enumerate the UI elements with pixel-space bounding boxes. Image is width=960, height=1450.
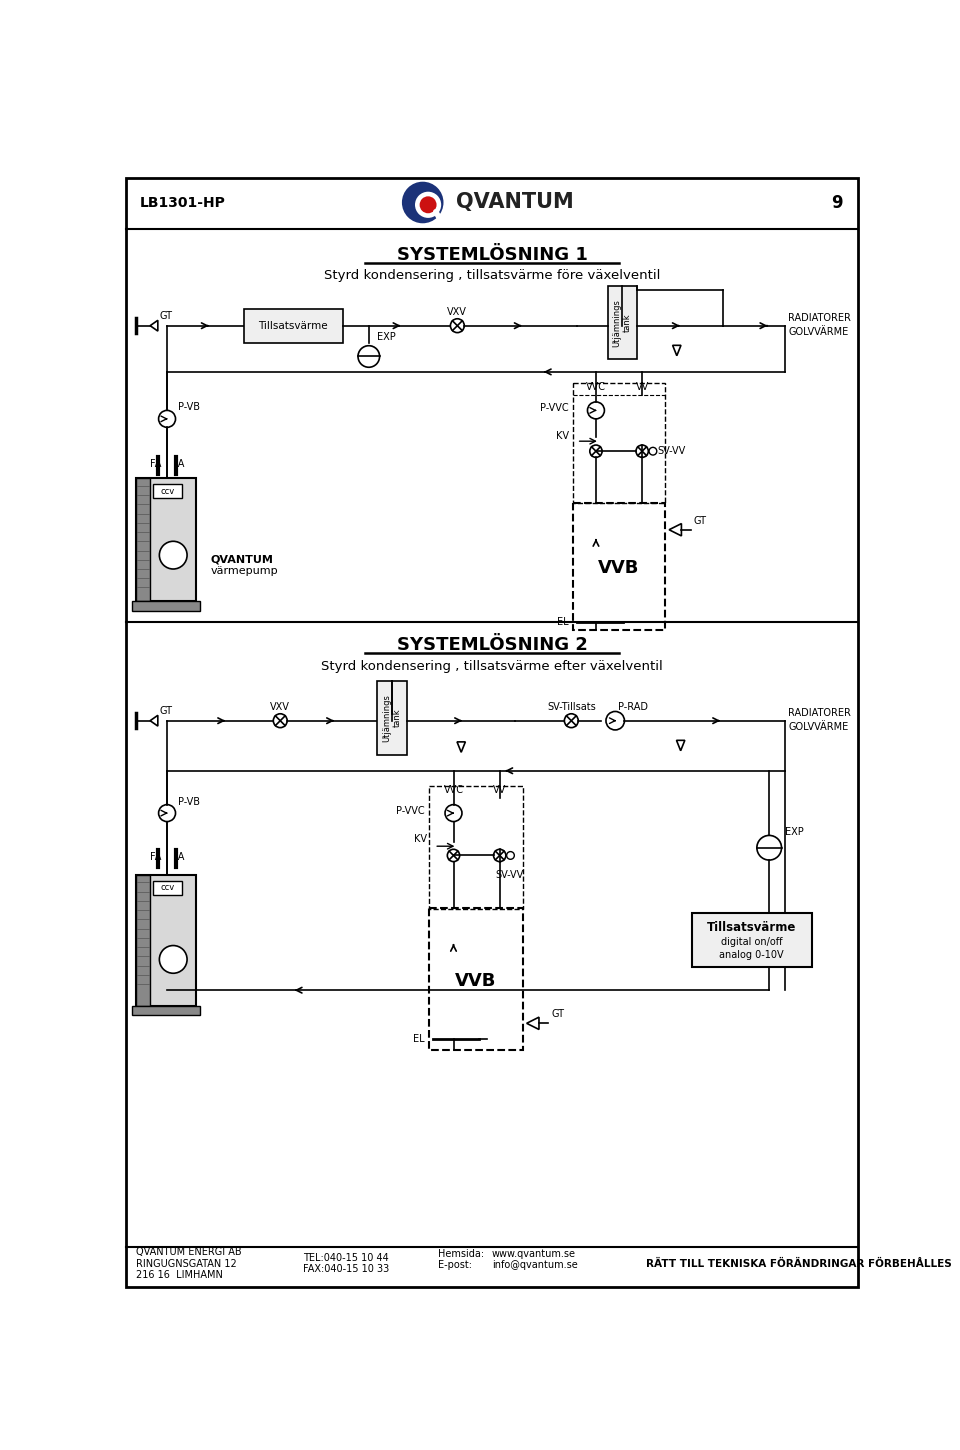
Circle shape — [649, 448, 657, 455]
Bar — [154, 484, 182, 499]
Bar — [573, 503, 665, 629]
Text: P-VB: P-VB — [178, 796, 200, 806]
Text: QVANTUM ENERGI AB
RINGUGNSGATAN 12
216 16  LIMHAMN: QVANTUM ENERGI AB RINGUGNSGATAN 12 216 1… — [136, 1247, 242, 1280]
Text: Tillsatsvärme: Tillsatsvärme — [258, 320, 328, 331]
Text: KV: KV — [556, 431, 569, 441]
Circle shape — [588, 402, 605, 419]
Polygon shape — [358, 345, 379, 357]
Text: www.qvantum.se
info@qvantum.se: www.qvantum.se info@qvantum.se — [492, 1248, 578, 1270]
Bar — [692, 914, 811, 967]
Text: EXP: EXP — [784, 828, 804, 837]
Text: ccv: ccv — [160, 487, 175, 496]
Text: VXV: VXV — [447, 307, 468, 318]
Circle shape — [159, 945, 187, 973]
Text: RÄTT TILL TEKNISKA FÖRÄNDRINGAR FÖRBEHÅLLES: RÄTT TILL TEKNISKA FÖRÄNDRINGAR FÖRBEHÅL… — [646, 1259, 951, 1269]
Text: digital on/off: digital on/off — [721, 938, 782, 947]
Text: QVANTUM: QVANTUM — [456, 193, 574, 213]
Bar — [136, 478, 196, 602]
Text: SV-Tillsats: SV-Tillsats — [547, 702, 596, 712]
Text: VV: VV — [493, 784, 506, 795]
Text: GOLVVÄRME: GOLVVÄRME — [788, 722, 849, 732]
Text: SV-VV: SV-VV — [658, 447, 685, 457]
Circle shape — [450, 319, 465, 332]
Bar — [136, 478, 150, 602]
Bar — [608, 286, 636, 358]
Text: FA: FA — [150, 853, 161, 861]
Circle shape — [447, 850, 460, 861]
Circle shape — [158, 410, 176, 428]
Text: QVANTUM: QVANTUM — [211, 554, 274, 564]
Circle shape — [507, 851, 515, 860]
Text: EL: EL — [414, 1034, 425, 1044]
Text: P-VB: P-VB — [178, 402, 200, 412]
Text: P-VVC: P-VVC — [540, 403, 569, 413]
Circle shape — [564, 713, 578, 728]
Text: Utjämnings
tank: Utjämnings tank — [612, 299, 632, 347]
Bar — [132, 602, 201, 610]
Circle shape — [274, 713, 287, 728]
Text: Styrd kondensering , tillsatsvärme före växelventil: Styrd kondensering , tillsatsvärme före … — [324, 270, 660, 283]
Text: TEL:040-15 10 44
FAX:040-15 10 33: TEL:040-15 10 44 FAX:040-15 10 33 — [303, 1253, 390, 1275]
Text: värmepump: värmepump — [211, 566, 278, 576]
Bar — [154, 880, 182, 895]
Polygon shape — [756, 835, 781, 848]
Circle shape — [159, 541, 187, 568]
Bar — [429, 908, 523, 1050]
Text: GT: GT — [694, 516, 707, 525]
Text: VVB: VVB — [598, 560, 639, 577]
Text: LB1301-HP: LB1301-HP — [139, 196, 226, 210]
Bar — [429, 786, 523, 909]
Circle shape — [636, 445, 648, 457]
Text: GT: GT — [159, 706, 173, 716]
Circle shape — [756, 835, 781, 860]
Text: ccv: ccv — [160, 883, 175, 892]
Text: FA: FA — [173, 853, 184, 861]
Circle shape — [606, 712, 624, 729]
Circle shape — [589, 445, 602, 457]
Text: P-RAD: P-RAD — [618, 702, 648, 712]
Text: RADIATORER: RADIATORER — [788, 313, 852, 323]
Bar — [376, 680, 407, 755]
Bar — [136, 874, 150, 1006]
Text: SYSTEMLÖSNING 1: SYSTEMLÖSNING 1 — [396, 247, 588, 264]
Text: VV: VV — [636, 383, 649, 393]
Text: SV-VV: SV-VV — [496, 870, 524, 880]
Text: analog 0-10V: analog 0-10V — [719, 950, 783, 960]
Bar — [573, 383, 665, 503]
Text: P-VVC: P-VVC — [396, 806, 425, 816]
Text: EXP: EXP — [376, 332, 396, 342]
Circle shape — [358, 345, 379, 367]
Circle shape — [402, 181, 444, 223]
Circle shape — [420, 196, 437, 213]
Text: VVC: VVC — [444, 784, 464, 795]
Bar — [244, 309, 343, 342]
Text: GOLVVÄRME: GOLVVÄRME — [788, 326, 849, 336]
Text: VVB: VVB — [455, 972, 496, 990]
Text: KV: KV — [414, 834, 426, 844]
Text: Tillsatsvärme: Tillsatsvärme — [707, 921, 796, 934]
Text: RADIATORER: RADIATORER — [788, 708, 852, 718]
Text: FA: FA — [173, 458, 184, 468]
Circle shape — [158, 805, 176, 822]
Bar — [132, 1006, 201, 1015]
Text: Utjämnings
tank: Utjämnings tank — [382, 693, 401, 741]
Circle shape — [493, 850, 506, 861]
Text: FA: FA — [150, 458, 161, 468]
Text: 9: 9 — [830, 194, 842, 212]
Text: Hemsida:
E-post:: Hemsida: E-post: — [438, 1248, 484, 1270]
Text: GT: GT — [551, 1009, 564, 1019]
Bar — [136, 874, 196, 1006]
Text: Styrd kondensering , tillsatsvärme efter växelventil: Styrd kondensering , tillsatsvärme efter… — [322, 660, 662, 673]
Text: VVC: VVC — [586, 383, 606, 393]
Circle shape — [415, 191, 442, 218]
Text: EL: EL — [558, 618, 569, 628]
Text: GT: GT — [159, 312, 173, 322]
Circle shape — [445, 805, 462, 822]
Text: VXV: VXV — [271, 702, 290, 712]
Text: SYSTEMLÖSNING 2: SYSTEMLÖSNING 2 — [396, 637, 588, 654]
